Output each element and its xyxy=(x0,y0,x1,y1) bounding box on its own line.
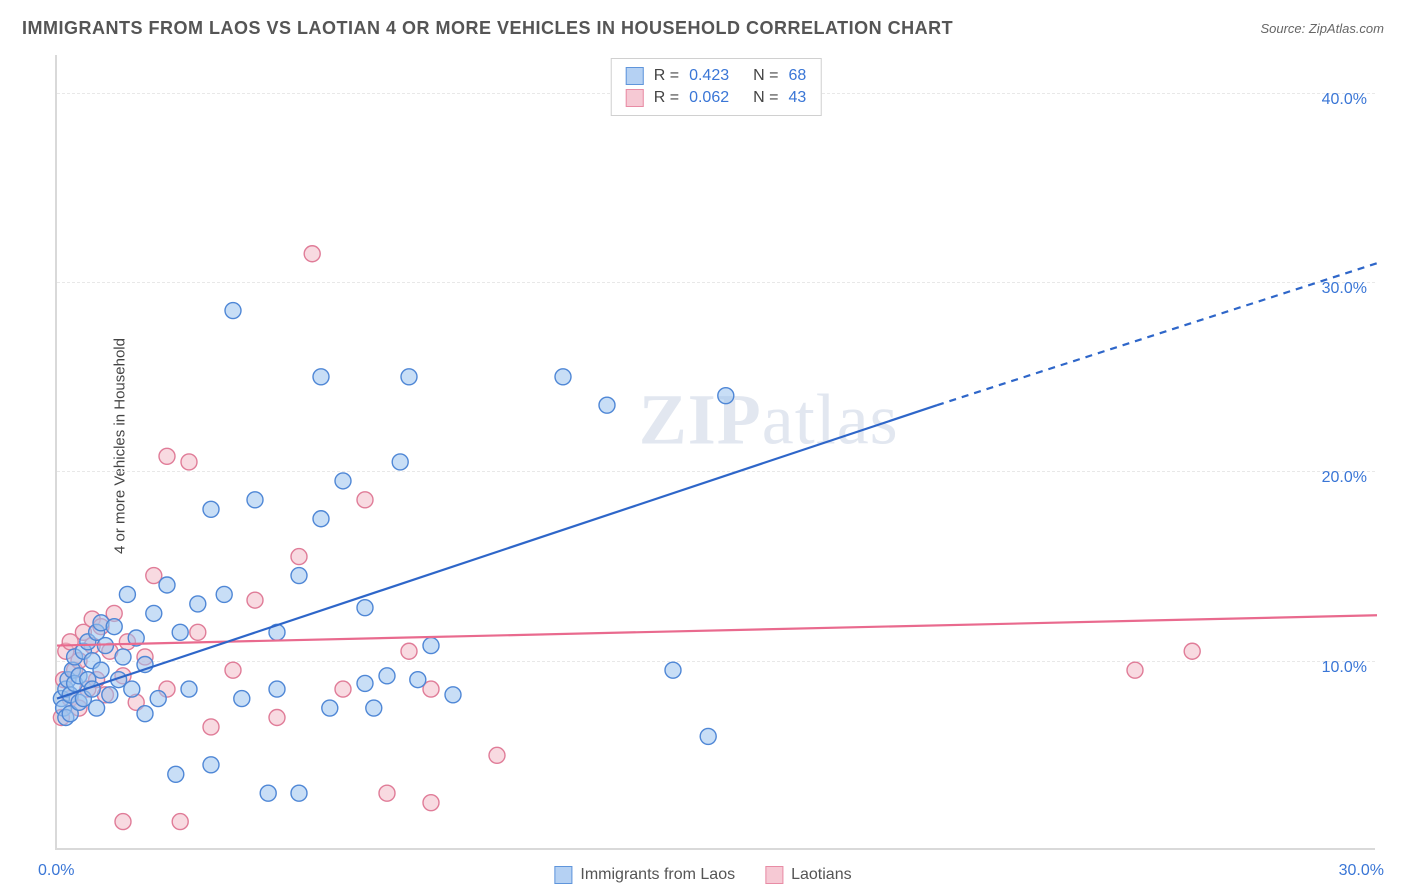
scatter-point xyxy=(357,492,373,508)
n-label: N = xyxy=(753,89,778,107)
scatter-point xyxy=(203,501,219,517)
scatter-point xyxy=(159,448,175,464)
scatter-point xyxy=(423,638,439,654)
scatter-point xyxy=(225,303,241,319)
scatter-point xyxy=(247,492,263,508)
scatter-point xyxy=(410,672,426,688)
legend-item-blue: Immigrants from Laos xyxy=(554,866,735,884)
scatter-point xyxy=(269,710,285,726)
trend-line-pink xyxy=(57,615,1377,645)
scatter-point xyxy=(700,728,716,744)
correlation-row-pink: R = 0.062 N = 43 xyxy=(626,87,807,109)
scatter-point xyxy=(181,454,197,470)
x-tick-max: 30.0% xyxy=(1339,862,1384,880)
series-legend: Immigrants from Laos Laotians xyxy=(554,866,851,884)
scatter-point xyxy=(366,700,382,716)
scatter-point xyxy=(718,388,734,404)
r-label: R = xyxy=(654,89,679,107)
scatter-point xyxy=(599,397,615,413)
scatter-point xyxy=(203,719,219,735)
scatter-point xyxy=(489,747,505,763)
scatter-point xyxy=(247,592,263,608)
chart-title: IMMIGRANTS FROM LAOS VS LAOTIAN 4 OR MOR… xyxy=(22,18,953,39)
scatter-point xyxy=(445,687,461,703)
swatch-pink xyxy=(765,866,783,884)
r-value: 0.062 xyxy=(689,89,729,107)
correlation-row-blue: R = 0.423 N = 68 xyxy=(626,65,807,87)
r-value: 0.423 xyxy=(689,67,729,85)
scatter-point xyxy=(225,662,241,678)
n-label: N = xyxy=(753,67,778,85)
trend-line-blue-dashed xyxy=(937,263,1377,405)
scatter-point xyxy=(335,681,351,697)
scatter-point xyxy=(304,246,320,262)
source-value: ZipAtlas.com xyxy=(1309,21,1384,36)
trend-line-blue xyxy=(57,405,937,698)
n-value: 68 xyxy=(788,67,806,85)
scatter-point xyxy=(137,706,153,722)
scatter-point xyxy=(159,577,175,593)
scatter-point xyxy=(190,596,206,612)
scatter-point xyxy=(555,369,571,385)
scatter-point xyxy=(260,785,276,801)
scatter-point xyxy=(203,757,219,773)
scatter-point xyxy=(89,700,105,716)
scatter-point xyxy=(115,649,131,665)
source-attribution: Source: ZipAtlas.com xyxy=(1260,20,1384,38)
scatter-point xyxy=(401,643,417,659)
scatter-point xyxy=(93,662,109,678)
scatter-point xyxy=(172,814,188,830)
scatter-point xyxy=(401,369,417,385)
scatter-point xyxy=(146,605,162,621)
scatter-point xyxy=(269,681,285,697)
scatter-svg xyxy=(57,55,1377,850)
scatter-point xyxy=(119,586,135,602)
r-label: R = xyxy=(654,67,679,85)
n-value: 43 xyxy=(788,89,806,107)
scatter-point xyxy=(313,511,329,527)
scatter-point xyxy=(291,549,307,565)
scatter-point xyxy=(124,681,140,697)
scatter-point xyxy=(357,600,373,616)
scatter-point xyxy=(1127,662,1143,678)
scatter-point xyxy=(172,624,188,640)
chart-header: IMMIGRANTS FROM LAOS VS LAOTIAN 4 OR MOR… xyxy=(22,18,1384,39)
scatter-point xyxy=(313,369,329,385)
scatter-point xyxy=(102,687,118,703)
scatter-point xyxy=(190,624,206,640)
scatter-point xyxy=(150,691,166,707)
scatter-point xyxy=(168,766,184,782)
scatter-point xyxy=(335,473,351,489)
scatter-point xyxy=(181,681,197,697)
scatter-point xyxy=(392,454,408,470)
x-tick-min: 0.0% xyxy=(38,862,74,880)
scatter-point xyxy=(115,814,131,830)
scatter-point xyxy=(106,619,122,635)
legend-label: Immigrants from Laos xyxy=(580,866,735,884)
chart-plot-area: 10.0%20.0%30.0%40.0% ZIPatlas R = 0.423 … xyxy=(55,55,1375,850)
scatter-point xyxy=(291,568,307,584)
scatter-point xyxy=(423,795,439,811)
source-label: Source: xyxy=(1260,21,1308,36)
swatch-blue xyxy=(626,67,644,85)
scatter-point xyxy=(357,675,373,691)
legend-label: Laotians xyxy=(791,866,852,884)
correlation-legend: R = 0.423 N = 68 R = 0.062 N = 43 xyxy=(611,58,822,116)
scatter-point xyxy=(379,785,395,801)
scatter-point xyxy=(234,691,250,707)
scatter-point xyxy=(322,700,338,716)
swatch-pink xyxy=(626,89,644,107)
scatter-point xyxy=(216,586,232,602)
swatch-blue xyxy=(554,866,572,884)
scatter-point xyxy=(291,785,307,801)
scatter-point xyxy=(1184,643,1200,659)
legend-item-pink: Laotians xyxy=(765,866,852,884)
scatter-point xyxy=(379,668,395,684)
scatter-point xyxy=(665,662,681,678)
